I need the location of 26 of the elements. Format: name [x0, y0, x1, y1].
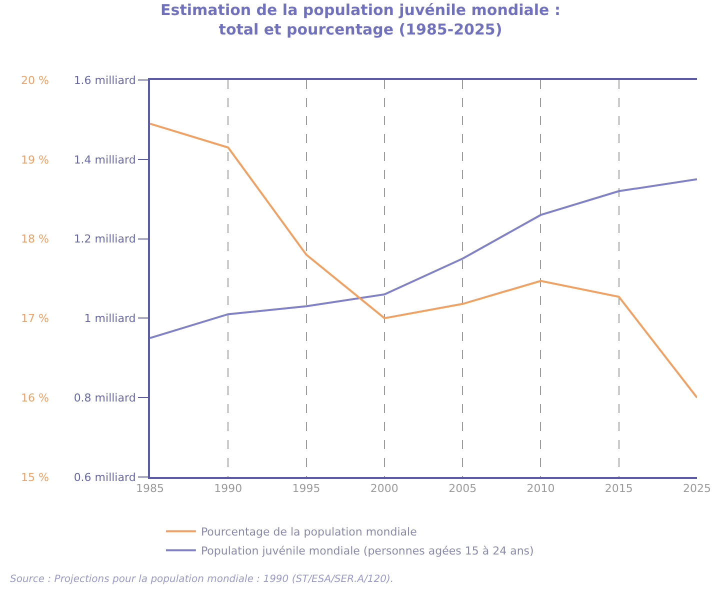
y-tick-label: 1 milliard	[84, 312, 136, 326]
y-tick-label: 0.6 milliard	[74, 470, 136, 484]
x-tick-label: 2025	[683, 482, 711, 496]
y-tick-label: 1.6 milliard	[74, 74, 136, 87]
chart-title: Estimation de la population juvénile mondiale : total et pourcentage (1985-2025)	[160, 1, 560, 39]
x-tick-label: 1985	[136, 482, 164, 496]
x-tick-label: 1990	[214, 482, 242, 496]
source-note: Source : Projections pour la population mondiale : 1990 (ST/ESA/SER.A/120).	[10, 574, 394, 585]
y2-tick-label: 16 %	[21, 391, 49, 404]
x-tick-label: 2005	[448, 482, 477, 496]
x-tick-label: 2000	[370, 482, 398, 496]
x-tick-label: 2010	[526, 482, 555, 496]
legend-label: Population juvénile mondiale (personnes agées 15 à 24 ans)	[200, 544, 534, 558]
y2-tick-label: 18 %	[21, 232, 49, 246]
line-series	[150, 178, 697, 340]
legend-label: Pourcentage de la population mondiale	[200, 525, 418, 538]
y2-tick-label: 20 %	[21, 74, 49, 87]
y-tick-label: 1.4 milliard	[74, 153, 136, 166]
x-tick-label: 1995	[292, 482, 320, 496]
line-series	[150, 122, 697, 399]
y2-tick-label: 15 %	[21, 470, 49, 484]
y2-tick-label: 19 %	[21, 153, 49, 166]
y-tick-label: 1.2 milliard	[74, 232, 136, 246]
x-tick-label: 2015	[604, 482, 633, 496]
y-tick-label: 0.8 milliard	[74, 391, 136, 404]
y2-tick-label: 17 %	[21, 312, 49, 326]
